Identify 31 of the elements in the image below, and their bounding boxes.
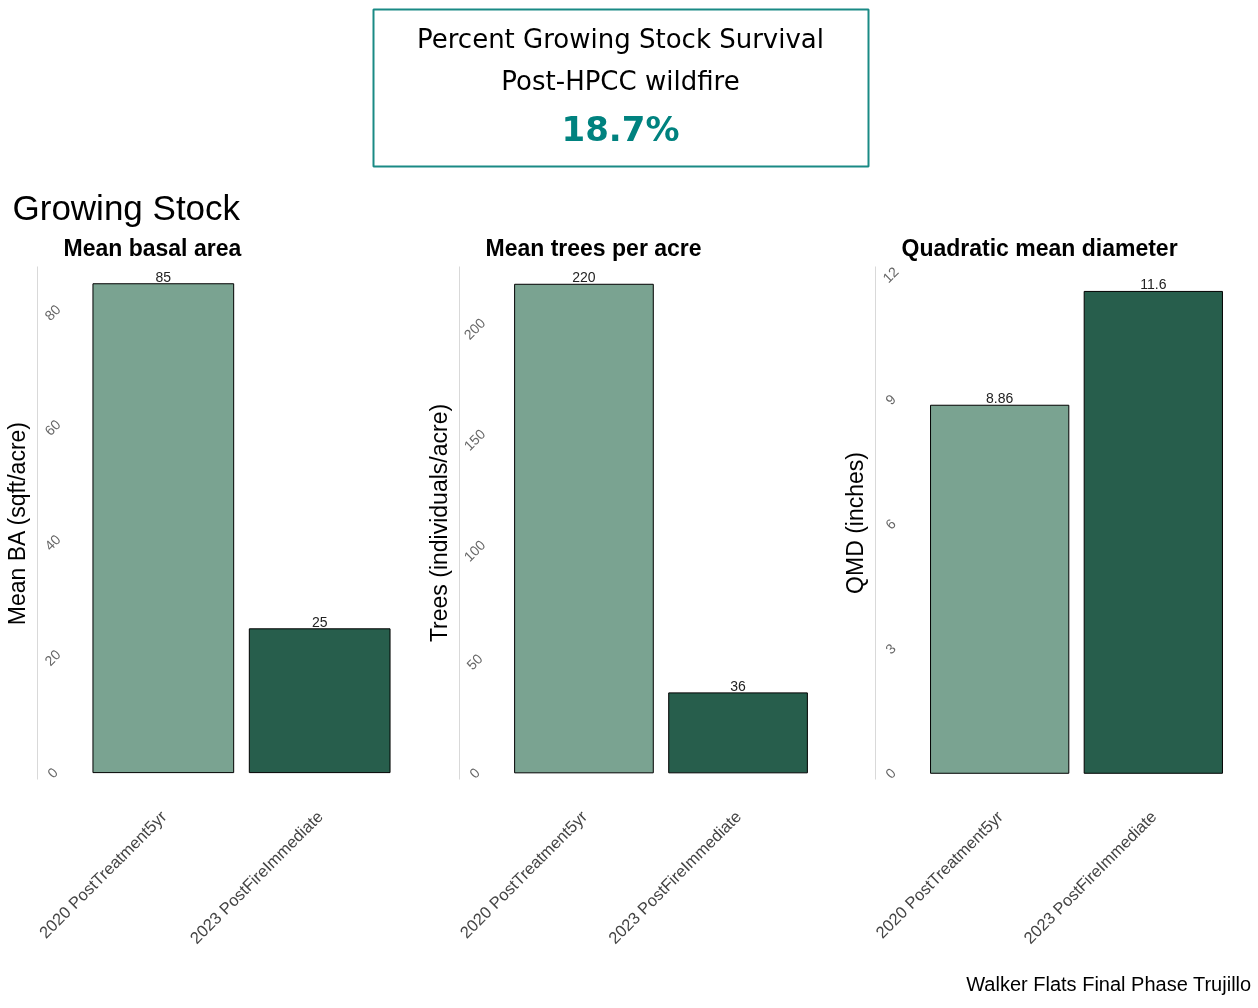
- y-tick-label: 80: [41, 301, 64, 324]
- y-tick-label: 3: [882, 640, 900, 658]
- chart-title: Quadratic mean diameter: [901, 234, 1178, 261]
- y-tick-label: 0: [882, 764, 900, 782]
- y-axis-title: Mean BA (sqft/acre): [3, 422, 30, 626]
- text: 18.7%: [561, 108, 680, 149]
- y-tick-label: 0: [466, 764, 484, 782]
- text: Percent Growing Stock Survival Post-HPCC wildfire: [416, 23, 825, 96]
- y-tick-label: 200: [460, 314, 489, 343]
- chart-subtitle: Growing Stock: [12, 187, 241, 227]
- y-axis-title: Trees (individuals/acre): [425, 403, 452, 643]
- chart-title: Mean trees per acre: [485, 234, 702, 261]
- data-label: 85: [155, 268, 172, 285]
- data-label: 220: [572, 269, 596, 286]
- y-tick-label: 9: [882, 390, 900, 408]
- data-label: 11.6: [1140, 276, 1167, 293]
- y-tick-label: 12: [879, 263, 902, 286]
- y-tick-label: 0: [44, 764, 62, 782]
- y-tick-label: 20: [41, 646, 64, 669]
- y-axis-title: QMD (inches): [841, 452, 868, 594]
- y-tick-label: 50: [463, 650, 486, 673]
- text: Walker Flats Final Phase Trujillo: [966, 972, 1252, 995]
- data-label: 8.86: [986, 390, 1014, 407]
- chart-title: Mean basal area: [63, 234, 242, 261]
- data-label: 25: [311, 613, 328, 630]
- y-tick-label: 100: [460, 536, 489, 565]
- y-tick-label: 6: [882, 515, 900, 533]
- y-tick-label: 60: [41, 416, 64, 439]
- y-tick-label: 40: [41, 531, 64, 554]
- y-tick-label: 150: [460, 425, 489, 454]
- data-label: 36: [730, 677, 747, 694]
